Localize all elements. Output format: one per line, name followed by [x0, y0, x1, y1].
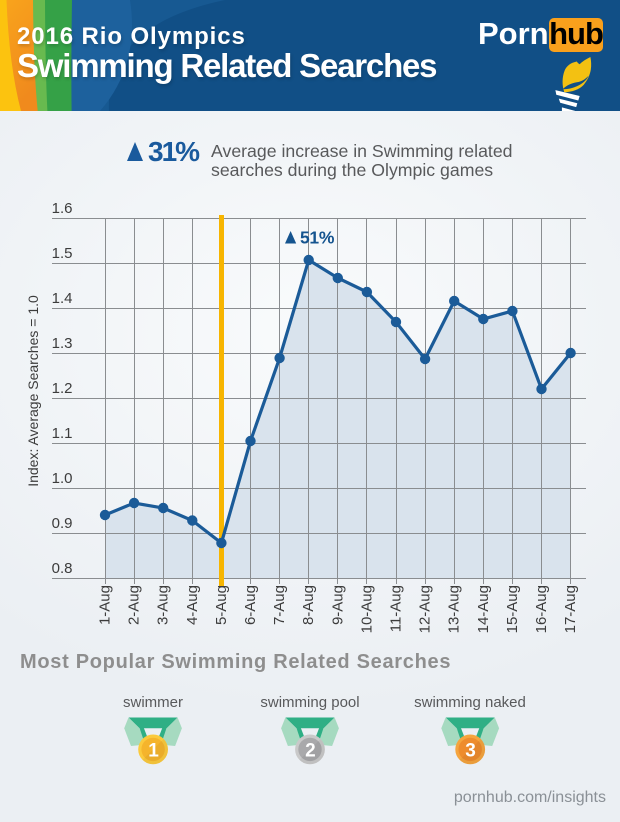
svg-text:Index: Average Searches = 1.0: Index: Average Searches = 1.0: [25, 295, 41, 487]
svg-text:15-Aug: 15-Aug: [504, 585, 521, 633]
svg-text:51%: 51%: [300, 228, 335, 248]
svg-text:3: 3: [465, 740, 476, 761]
svg-text:2-Aug: 2-Aug: [126, 585, 143, 625]
svg-text:11-Aug: 11-Aug: [388, 585, 405, 632]
svg-text:0.9: 0.9: [52, 515, 73, 532]
svg-text:1.0: 1.0: [52, 470, 73, 487]
svg-text:13-Aug: 13-Aug: [446, 585, 463, 633]
svg-text:1.4: 1.4: [52, 290, 73, 307]
svg-text:8-Aug: 8-Aug: [300, 585, 317, 625]
svg-text:1-Aug: 1-Aug: [97, 585, 114, 625]
svg-text:17-Aug: 17-Aug: [562, 585, 579, 633]
svg-text:4-Aug: 4-Aug: [184, 585, 201, 625]
svg-text:1.1: 1.1: [52, 425, 73, 442]
svg-text:7-Aug: 7-Aug: [271, 585, 288, 625]
svg-text:1: 1: [148, 740, 159, 761]
svg-text:2: 2: [305, 740, 316, 761]
svg-text:3-Aug: 3-Aug: [155, 585, 172, 625]
svg-text:0.8: 0.8: [52, 560, 73, 577]
svg-text:12-Aug: 12-Aug: [417, 585, 434, 633]
svg-text:1.6: 1.6: [52, 200, 73, 217]
svg-text:6-Aug: 6-Aug: [242, 585, 259, 625]
svg-text:5-Aug: 5-Aug: [213, 585, 230, 625]
svg-text:1.3: 1.3: [52, 335, 73, 352]
svg-text:16-Aug: 16-Aug: [533, 585, 550, 633]
svg-text:1.2: 1.2: [52, 380, 73, 397]
svg-text:10-Aug: 10-Aug: [358, 585, 375, 633]
svg-text:9-Aug: 9-Aug: [329, 585, 346, 625]
svg-text:1.5: 1.5: [52, 245, 73, 262]
svg-text:14-Aug: 14-Aug: [475, 585, 492, 633]
